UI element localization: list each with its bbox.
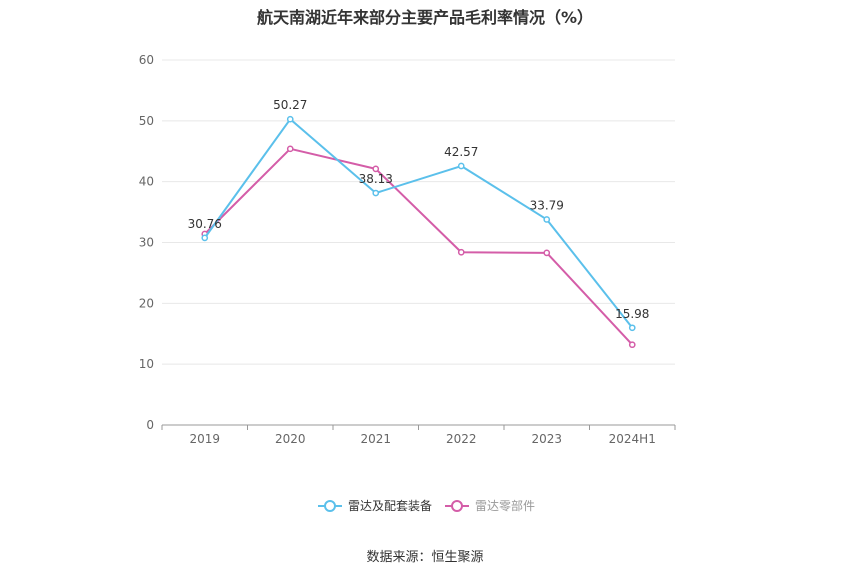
x-tick-label-2022: 2022 — [446, 432, 477, 446]
y-tick-label-40: 40 — [139, 175, 154, 189]
x-tick-label-2021: 2021 — [360, 432, 391, 446]
legend-swatch-marker-1 — [451, 500, 463, 512]
y-tick-label-60: 60 — [139, 53, 154, 67]
data-label-series-0-2024H1: 15.98 — [615, 307, 649, 321]
source-note: 数据来源：恒生聚源 — [366, 550, 484, 565]
legend-label-1: 雷达零部件 — [475, 498, 535, 513]
series-line-1 — [204, 147, 633, 346]
data-label-series-0-2019: 30.76 — [188, 217, 222, 231]
x-tick-label-2023: 2023 — [531, 432, 562, 446]
y-tick-label-20: 20 — [139, 296, 154, 310]
series-0-point-2019 — [201, 234, 209, 242]
data-label-series-0-2020: 50.27 — [273, 98, 307, 112]
legend-swatch-marker-0 — [324, 500, 336, 512]
x-tick-label-2020: 2020 — [275, 432, 306, 446]
series-0-point-2024H1 — [628, 324, 636, 332]
series-1-point-2022 — [457, 248, 465, 256]
series-line-0 — [203, 118, 634, 329]
data-label-series-0-2023: 33.79 — [530, 198, 564, 212]
series-1-point-2024H1 — [628, 341, 636, 349]
x-tick-label-2019: 2019 — [189, 432, 220, 446]
series-0-point-2021 — [372, 189, 380, 197]
y-tick-label-50: 50 — [139, 114, 154, 128]
data-label-series-0-2021: 38.13 — [359, 172, 393, 186]
series-1-point-2020 — [286, 145, 294, 153]
y-tick-label-10: 10 — [139, 357, 154, 371]
series-1-point-2021 — [372, 165, 380, 173]
series-0-point-2023 — [543, 216, 551, 223]
series-0-point-2022 — [457, 162, 465, 170]
series-1-point-2023 — [543, 249, 551, 257]
series-0-point-2020 — [286, 115, 294, 123]
y-tick-label-0: 0 — [146, 418, 154, 432]
data-label-series-0-2022: 42.57 — [444, 145, 478, 159]
x-tick-label-2024H1: 2024H1 — [609, 432, 656, 446]
legend-label-0: 雷达及配套装备 — [348, 499, 432, 513]
chart-title: 航天南湖近年来部分主要产品毛利率情况（%） — [256, 8, 594, 27]
y-tick-label-30: 30 — [139, 236, 154, 250]
